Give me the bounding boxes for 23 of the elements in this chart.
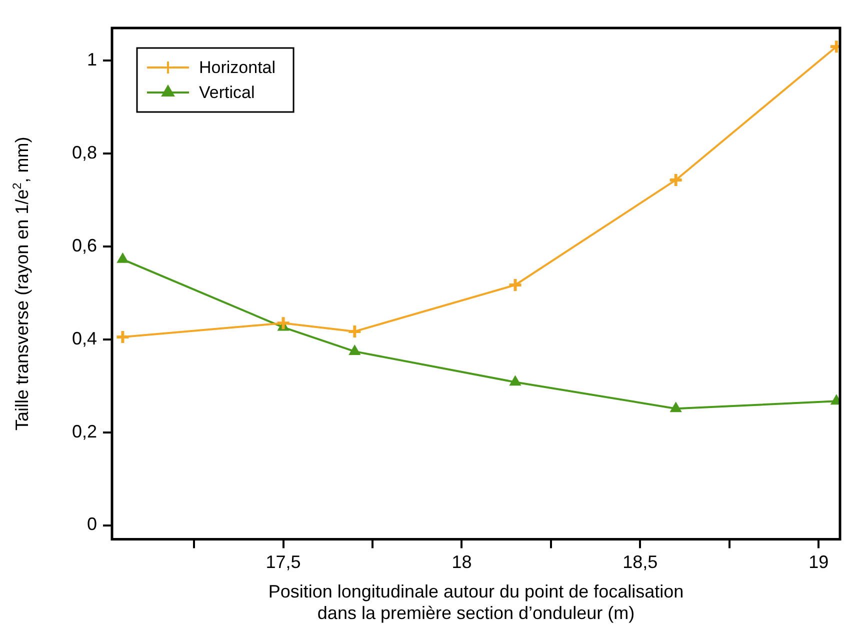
x-tick-label: 18,5 bbox=[622, 552, 658, 572]
y-tick-label: 0 bbox=[86, 514, 97, 534]
y-tick-label: 0,8 bbox=[72, 142, 97, 162]
legend-label: Horizontal bbox=[199, 58, 276, 78]
y-axis-title: Taille transverse (rayon en 1/e2, mm) bbox=[10, 136, 32, 430]
y-tick-label: 1 bbox=[86, 50, 97, 70]
point bbox=[670, 402, 682, 412]
x-tick-label: 19 bbox=[808, 552, 829, 572]
point bbox=[117, 252, 128, 263]
x-tick-label: 18 bbox=[452, 552, 472, 572]
point bbox=[347, 324, 362, 339]
point bbox=[510, 376, 521, 386]
x-axis-title: Position longitudinale autour du point de focalisation dans la première section d’onduleur (m) bbox=[268, 582, 684, 624]
point bbox=[508, 277, 523, 292]
point bbox=[668, 172, 684, 188]
y-tick-label: 0,2 bbox=[72, 421, 97, 442]
point bbox=[276, 316, 291, 331]
point bbox=[115, 330, 130, 345]
y-tick-label: 0,6 bbox=[72, 235, 97, 256]
x-tick-label: 17,5 bbox=[266, 552, 301, 572]
point bbox=[348, 344, 360, 355]
y-tick-label: 0,4 bbox=[72, 328, 97, 348]
legend-label: Vertical bbox=[199, 83, 255, 102]
